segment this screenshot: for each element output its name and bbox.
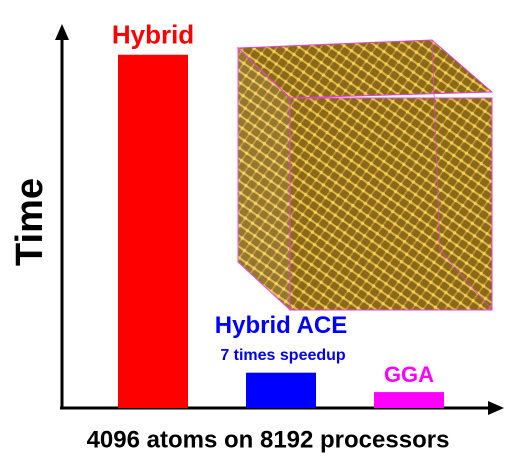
bar: [246, 372, 316, 408]
crystal-image: [236, 39, 494, 312]
bar: [374, 392, 444, 408]
y-axis-arrow: [55, 24, 69, 40]
bar-label: Hybrid: [112, 20, 194, 50]
annotation: 7 times speedup: [220, 347, 346, 364]
x-axis-label: 4096 atoms on 8192 processors: [87, 426, 450, 453]
bar-label: GGA: [384, 362, 434, 387]
x-axis-arrow: [488, 401, 504, 415]
bar-label: Hybrid ACE: [215, 312, 347, 339]
y-axis-label: Time: [9, 178, 51, 266]
bar: [118, 54, 188, 408]
